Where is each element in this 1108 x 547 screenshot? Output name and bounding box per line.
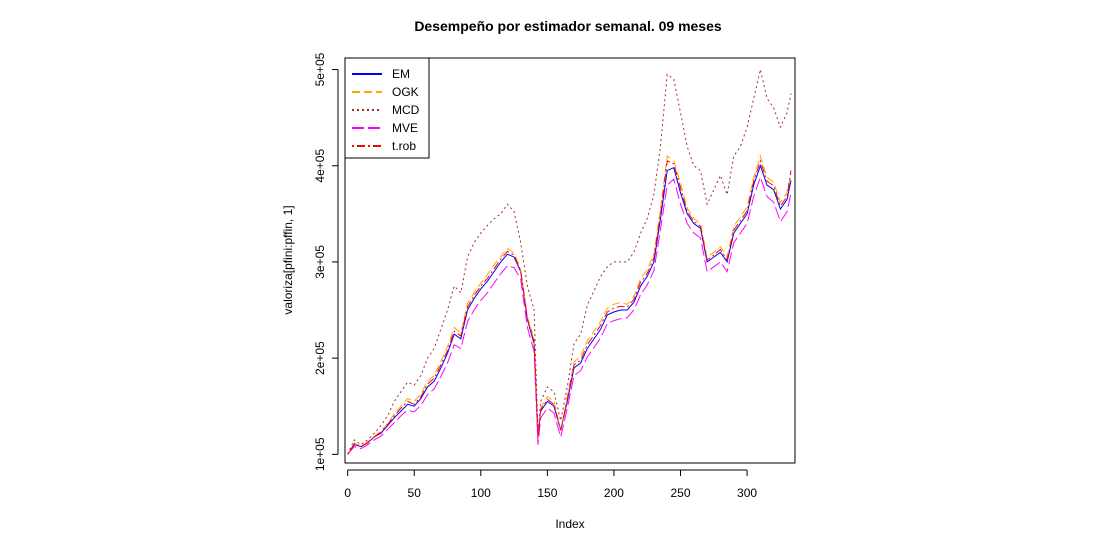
series-line-mve	[347, 175, 792, 455]
series-line-ogk	[347, 154, 792, 455]
x-tick-label: 0	[344, 486, 351, 500]
x-tick-label: 100	[471, 486, 491, 500]
chart-title: Desempeño por estimador semanal. 09 mese…	[414, 18, 722, 34]
x-tick-label: 300	[737, 486, 757, 500]
y-tick-label: 1e+05	[313, 437, 327, 471]
x-tick-label: 200	[604, 486, 624, 500]
series-line-t-rob	[347, 159, 792, 455]
series-line-em	[347, 164, 792, 455]
x-axis: 0 50 100 150 200 250 300	[344, 469, 757, 500]
legend-label: MCD	[392, 103, 420, 117]
y-tick-label: 5e+05	[313, 52, 327, 86]
legend-label: MVE	[392, 121, 418, 135]
x-axis-label: Index	[555, 517, 584, 531]
y-axis: 1e+05 2e+05 3e+05 4e+05 5e+05	[313, 52, 339, 471]
plot-lines	[347, 69, 792, 455]
y-tick-label: 4e+05	[313, 149, 327, 183]
x-tick-label: 150	[537, 486, 557, 500]
plot-frame	[344, 57, 796, 464]
y-axis-label: valoriza[pfini:pffin, 1]	[281, 205, 295, 314]
x-tick-label: 250	[670, 486, 690, 500]
legend-label: EM	[392, 67, 410, 81]
legend: EM OGK MCD MVE t.rob	[344, 57, 430, 159]
y-tick-label: 3e+05	[313, 245, 327, 279]
legend-label: OGK	[392, 85, 419, 99]
x-tick-label: 50	[408, 486, 422, 500]
y-tick-label: 2e+05	[313, 341, 327, 375]
legend-label: t.rob	[392, 139, 416, 153]
